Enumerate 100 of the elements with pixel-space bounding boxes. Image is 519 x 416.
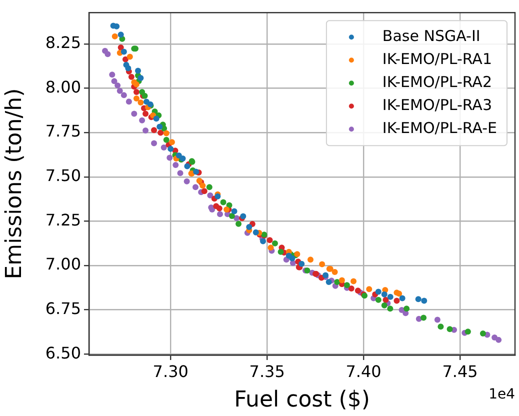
point bbox=[133, 96, 140, 102]
point bbox=[220, 199, 226, 206]
y-tick-label: 7.75 bbox=[45, 122, 81, 141]
point bbox=[350, 278, 357, 284]
y-tick-label: 6.75 bbox=[45, 298, 81, 318]
point bbox=[139, 117, 146, 124]
point bbox=[163, 136, 170, 143]
point bbox=[151, 127, 158, 134]
x-tick-label: 7.40 bbox=[346, 362, 382, 381]
point bbox=[399, 295, 406, 302]
point bbox=[434, 316, 440, 323]
point bbox=[236, 220, 242, 227]
legend-label: Base NSGA-II bbox=[382, 26, 480, 45]
point bbox=[176, 152, 182, 158]
point bbox=[326, 278, 332, 285]
point bbox=[151, 140, 158, 146]
point bbox=[382, 296, 389, 303]
point bbox=[142, 110, 149, 117]
x-tick-label: 7.30 bbox=[152, 362, 188, 381]
legend-label: IK-EMO/PL-RA-E bbox=[382, 118, 498, 137]
y-tick-label: 7.00 bbox=[45, 254, 81, 274]
point bbox=[112, 33, 118, 40]
point bbox=[446, 326, 453, 332]
point bbox=[438, 324, 444, 330]
legend-label: IK-EMO/PL-RA3 bbox=[382, 96, 492, 114]
point bbox=[252, 229, 259, 236]
point bbox=[421, 298, 428, 304]
x-axis-title: Fuel cost ($) bbox=[234, 388, 370, 413]
point bbox=[139, 88, 146, 95]
point bbox=[268, 244, 274, 251]
point bbox=[381, 291, 388, 298]
point bbox=[163, 130, 170, 136]
point bbox=[111, 78, 118, 84]
point bbox=[338, 277, 345, 284]
point bbox=[128, 74, 134, 80]
point bbox=[120, 48, 127, 55]
point bbox=[216, 205, 222, 212]
point bbox=[226, 202, 232, 208]
point bbox=[404, 306, 410, 312]
point bbox=[278, 248, 284, 255]
point bbox=[480, 330, 486, 337]
point bbox=[266, 237, 273, 244]
point bbox=[135, 68, 142, 74]
point bbox=[332, 269, 338, 276]
point bbox=[375, 296, 382, 303]
y-tick-label: 8.00 bbox=[45, 77, 81, 96]
point bbox=[156, 124, 163, 130]
x-tick-label: 7.45 bbox=[442, 362, 478, 381]
y-tick-label: 8.25 bbox=[45, 33, 81, 52]
point bbox=[348, 286, 354, 292]
point bbox=[206, 184, 212, 190]
point bbox=[354, 288, 361, 294]
point bbox=[133, 88, 140, 95]
text: 1e4 bbox=[488, 386, 516, 403]
point bbox=[228, 213, 235, 220]
point bbox=[138, 74, 144, 81]
point bbox=[177, 170, 184, 176]
y-tick-label: 7.25 bbox=[45, 210, 81, 230]
point bbox=[496, 336, 502, 343]
point bbox=[464, 328, 471, 335]
point bbox=[118, 32, 124, 38]
point bbox=[125, 65, 132, 72]
point bbox=[396, 290, 402, 297]
point bbox=[116, 88, 123, 94]
point bbox=[172, 162, 179, 168]
point bbox=[109, 72, 116, 78]
point bbox=[126, 98, 132, 105]
point bbox=[307, 256, 314, 263]
point bbox=[168, 146, 174, 152]
point bbox=[160, 144, 167, 150]
point bbox=[272, 240, 278, 246]
point bbox=[375, 288, 382, 295]
point bbox=[381, 302, 388, 308]
y-axis-title: Emissions (ton/h) bbox=[2, 88, 27, 280]
point bbox=[415, 296, 422, 302]
point bbox=[120, 92, 127, 98]
point bbox=[131, 110, 138, 117]
point bbox=[387, 306, 394, 312]
legend-label: IK-EMO/PL-RA2 bbox=[382, 72, 492, 91]
point bbox=[298, 260, 305, 267]
y-tick-label: 6.50 bbox=[45, 343, 81, 362]
point bbox=[200, 182, 206, 189]
point bbox=[366, 286, 372, 292]
point bbox=[319, 261, 326, 268]
point bbox=[260, 238, 266, 244]
point bbox=[122, 56, 128, 62]
point bbox=[138, 99, 144, 106]
point bbox=[289, 255, 296, 262]
point bbox=[192, 184, 198, 190]
y-tick-label: 7.50 bbox=[45, 166, 81, 186]
point bbox=[420, 314, 427, 321]
point bbox=[201, 188, 208, 194]
point bbox=[207, 192, 214, 198]
x-tick-label: 7.35 bbox=[249, 362, 285, 381]
point bbox=[118, 44, 124, 51]
legend-label: IK-EMO/PL-RA1 bbox=[382, 50, 492, 68]
point bbox=[168, 139, 175, 146]
point bbox=[344, 282, 350, 288]
point bbox=[184, 178, 190, 184]
point bbox=[153, 116, 160, 122]
